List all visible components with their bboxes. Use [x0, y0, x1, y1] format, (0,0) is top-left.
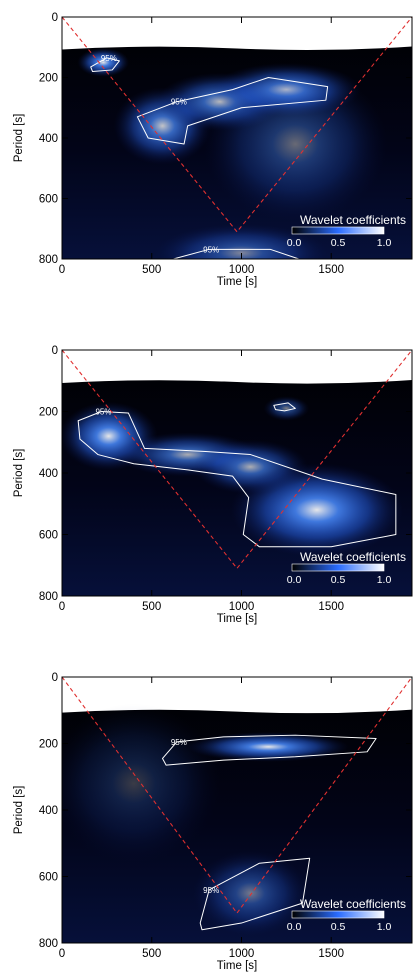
colorbar: Wavelet coefficients 0.0 0.5 1.0: [287, 213, 406, 249]
y-axis-label: Period [s]: [13, 114, 25, 163]
colorbar: Wavelet coefficients 0.0 0.5 1.0: [287, 897, 406, 933]
contour-95-2: [199, 857, 311, 931]
cone-of-influence: [62, 17, 412, 233]
contour-95-2: [273, 402, 296, 412]
power-blob-5: [263, 396, 310, 421]
x-axis-label: Time [s]: [217, 276, 257, 288]
panel-1: 95% 95% 95% 0 500 1000 1500 0 200 400 600 800 Time […: [13, 12, 413, 288]
colorbar-gradient: [291, 910, 385, 919]
x-tick-label: 500: [142, 264, 161, 276]
y-tick-label: 600: [39, 194, 58, 206]
power-blob-1: [188, 731, 349, 762]
colorbar-tick-label: 1.0: [377, 237, 392, 249]
x-tick-label: 1500: [318, 948, 344, 960]
contour-label-3: 95%: [203, 245, 219, 254]
y-tick-label: 800: [39, 254, 58, 266]
power-blob-2: [193, 850, 308, 936]
colorbar-tick-label: 0.5: [331, 574, 346, 586]
colorbar-tick-label: 0.0: [287, 574, 302, 586]
y-tick-label: 400: [39, 805, 58, 817]
power-blob-6: [203, 66, 388, 222]
plot-area: 95% 95% 95%: [62, 17, 412, 259]
y-tick-label: 400: [39, 468, 58, 480]
contour-95-1: [162, 734, 377, 766]
y-axis-label: Period [s]: [13, 449, 25, 498]
plot-area: 95% 95%: [62, 677, 412, 943]
colorbar-gradient: [291, 226, 385, 235]
contour-95-3: [172, 248, 300, 259]
colorbar: Wavelet coefficients 0.0 0.5 1.0: [287, 550, 406, 586]
y-tick-label: 0: [52, 345, 58, 357]
y-tick-label: 800: [39, 938, 58, 950]
no-data-band: [62, 17, 412, 51]
y-tick-label: 600: [39, 530, 58, 542]
power-blob-3: [62, 703, 220, 864]
x-tick-label: 1500: [318, 601, 344, 613]
y-tick-label: 200: [39, 73, 58, 85]
power-blob-5: [155, 223, 328, 259]
x-axis-label: Time [s]: [217, 613, 257, 625]
power-blob-1: [77, 47, 130, 77]
x-tick-label: 1500: [318, 264, 344, 276]
colorbar-tick-label: 0.5: [331, 237, 346, 249]
y-tick-label: 0: [52, 672, 58, 684]
colorbar-title: Wavelet coefficients: [300, 213, 406, 227]
y-tick-label: 0: [52, 12, 58, 24]
x-tick-label: 0: [59, 264, 65, 276]
colorbar-tick-label: 0.0: [287, 921, 302, 933]
colorbar-gradient: [291, 563, 385, 572]
x-axis-label: Time [s]: [217, 960, 257, 972]
colorbar-tick-label: 0.5: [331, 921, 346, 933]
colorbar-tick-label: 0.0: [287, 237, 302, 249]
y-axis-label: Period [s]: [13, 786, 25, 835]
plot-area: 95%: [62, 350, 412, 596]
colorbar-tick-label: 1.0: [377, 921, 392, 933]
contour-label-1: 95%: [171, 738, 187, 747]
x-tick-label: 1000: [229, 948, 255, 960]
contour-95-2: [136, 77, 329, 145]
contour-label-1: 95%: [101, 54, 117, 63]
y-tick-label: 400: [39, 133, 58, 145]
y-tick-label: 800: [39, 591, 58, 603]
x-tick-label: 500: [142, 601, 161, 613]
no-data-band: [62, 677, 412, 714]
contour-95-1: [90, 57, 120, 72]
panel-3: 95% 95% 0 500 1000 1500 0 200 400 600 800 Time [s] P…: [13, 672, 413, 972]
contour-label-2: 95%: [171, 98, 187, 107]
y-tick-label: 600: [39, 872, 58, 884]
colorbar-tick-label: 1.0: [377, 574, 392, 586]
x-tick-label: 0: [59, 601, 65, 613]
x-tick-label: 0: [59, 948, 65, 960]
colorbar-title: Wavelet coefficients: [300, 550, 406, 564]
x-tick-label: 1000: [229, 264, 255, 276]
y-tick-label: 200: [39, 739, 58, 751]
x-tick-label: 500: [142, 948, 161, 960]
colorbar-title: Wavelet coefficients: [300, 897, 406, 911]
contour-95-1: [77, 411, 397, 548]
contour-label-2: 95%: [203, 886, 219, 895]
contour-label-1: 95%: [95, 408, 111, 417]
panel-2: 95% 0 500 1000 1500 0 200 400 600 800 Time [s] Peri…: [13, 345, 413, 625]
y-tick-label: 200: [39, 407, 58, 419]
no-data-band: [62, 350, 412, 384]
x-tick-label: 1000: [229, 601, 255, 613]
cone-of-influence: [62, 350, 412, 570]
